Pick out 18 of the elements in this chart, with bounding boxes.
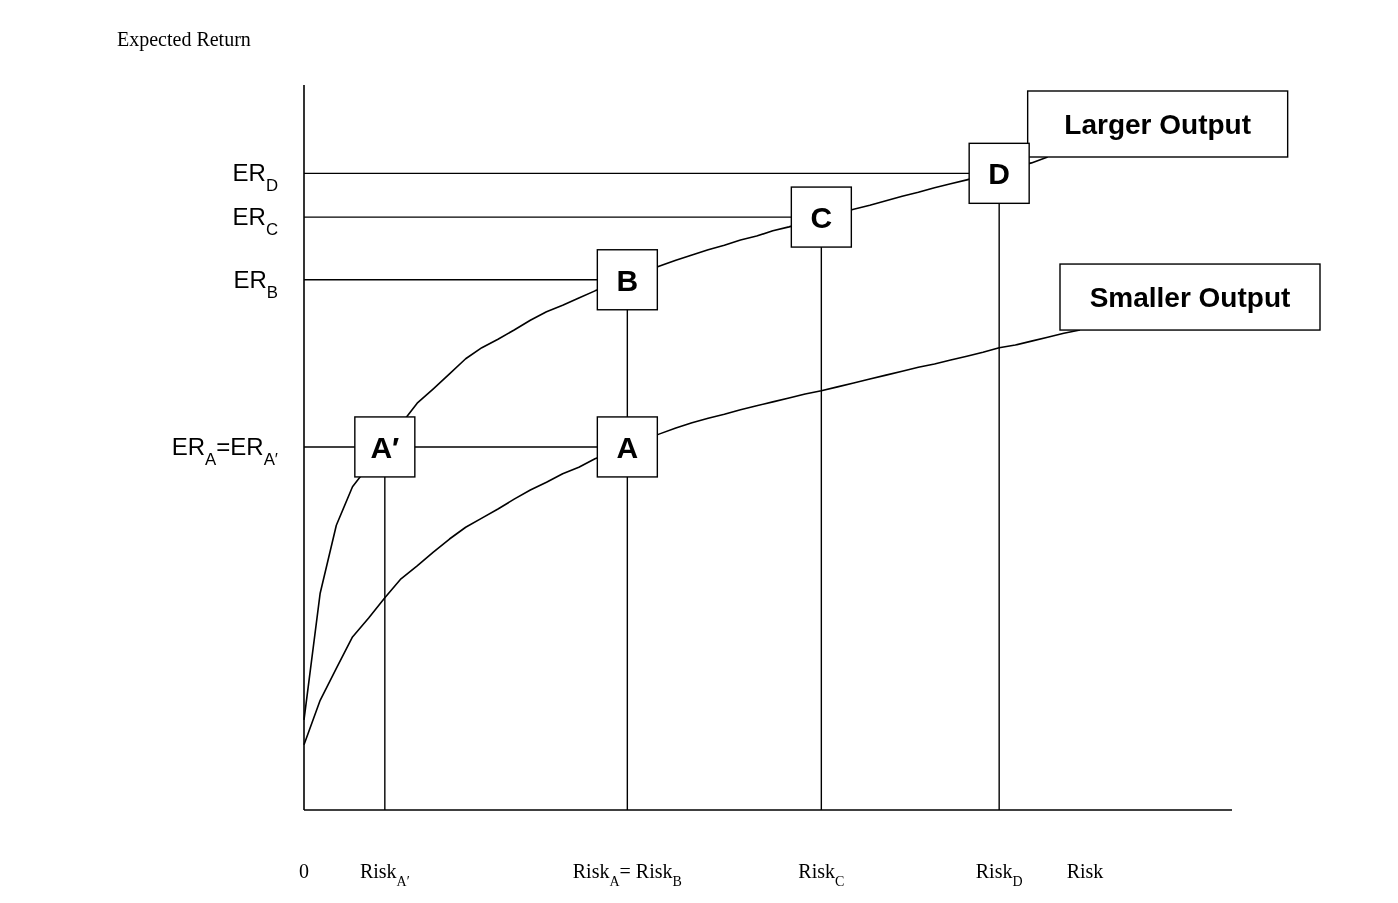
annotation: B <box>616 263 639 297</box>
annotation: A′ <box>370 430 400 464</box>
ref-line-label: ER$_{A}$=ER$_{A′}$ <box>171 432 278 469</box>
x-tick-label: Risk$_{D}$ <box>975 860 1023 889</box>
x-tick-label: Risk$_{A′}$ <box>359 860 410 889</box>
annotation: D <box>988 157 1010 191</box>
ref-line-label: ER$_{B}$ <box>233 265 278 302</box>
x-tick-label: 0 <box>299 860 309 882</box>
series-label: Smaller Output <box>1089 282 1291 314</box>
x-tick-label: Risk$_{A}$= Risk$_{B}$ <box>572 860 682 889</box>
annotation: C <box>810 201 833 235</box>
series-label: Larger Output <box>1064 109 1251 140</box>
annotation: A <box>616 430 639 464</box>
ref-line-label: ER$_{D}$ <box>232 159 278 195</box>
x-tick-label: Risk$_{C}$ <box>798 860 845 889</box>
x-axis-title: Risk <box>1066 860 1104 882</box>
text: Expected Return <box>117 28 251 51</box>
ref-line-label: ER$_{C}$ <box>232 203 278 239</box>
